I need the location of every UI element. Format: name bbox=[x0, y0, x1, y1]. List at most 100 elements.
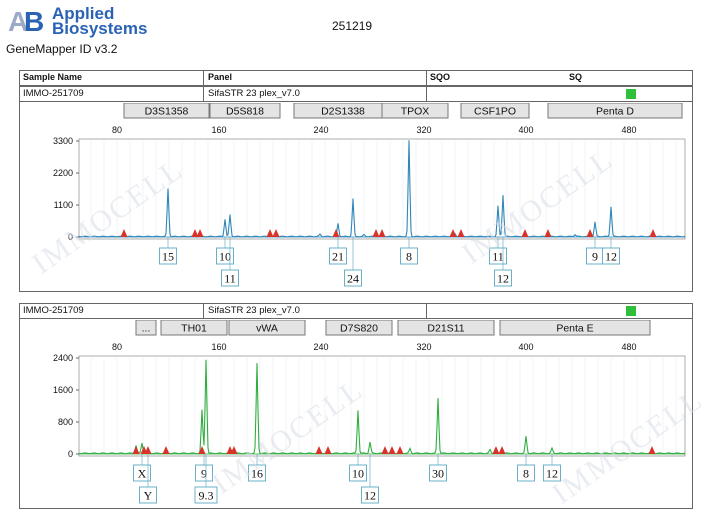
allele-call-text: 24 bbox=[347, 272, 359, 286]
y-tick-label: 2200 bbox=[53, 168, 73, 178]
allele-call-label[interactable]: 12 bbox=[361, 486, 379, 504]
sq-status-indicator bbox=[626, 89, 636, 99]
allele-call-text: 10 bbox=[352, 467, 364, 481]
size-standard-marker bbox=[449, 229, 457, 237]
sample-name[interactable]: IMMO-251709 bbox=[23, 88, 84, 99]
electropherogram-plot: D3S1358 D5S818 D2S1338 TPOX CSF1PO Penta D 8 0 1… bbox=[53, 103, 686, 287]
marker-bin-d5s818[interactable]: D5S818 bbox=[209, 103, 281, 119]
size-standard-marker bbox=[544, 229, 552, 237]
allele-call-label[interactable]: 21 bbox=[329, 247, 347, 265]
allele-call-label[interactable]: 10 bbox=[216, 247, 234, 265]
x-tick-label: 480 bbox=[621, 125, 636, 135]
ab-logo-icon: A B bbox=[6, 4, 48, 38]
allele-call-label[interactable]: 15 bbox=[159, 247, 177, 265]
size-standard-marker bbox=[498, 446, 506, 454]
size-standard-marker bbox=[648, 446, 656, 454]
marker-bin-pentad[interactable]: Penta D bbox=[547, 103, 683, 119]
marker-label: D21S11 bbox=[427, 323, 464, 335]
size-standard-marker bbox=[132, 446, 140, 454]
allele-call-text: 12 bbox=[605, 250, 617, 264]
marker-label: D7S820 bbox=[340, 323, 378, 335]
col-panel: Panel bbox=[208, 72, 233, 82]
marker-label: D3S1358 bbox=[145, 106, 189, 118]
allele-call-text: 11 bbox=[492, 250, 504, 264]
allele-call-label[interactable]: 24 bbox=[344, 269, 362, 287]
marker-label: TH01 bbox=[181, 323, 207, 335]
allele-call-label[interactable]: Y bbox=[139, 486, 157, 504]
allele-call-text: 8 bbox=[406, 250, 412, 264]
allele-call-text: 11 bbox=[224, 272, 236, 286]
x-tick-label: 80 bbox=[112, 342, 122, 352]
allele-call-label[interactable]: 12 bbox=[494, 269, 512, 287]
x-tick-label: 160 bbox=[211, 342, 226, 352]
allele-call-label[interactable]: 12 bbox=[602, 247, 620, 265]
svg-text:A: A bbox=[8, 6, 28, 37]
size-standard-marker bbox=[586, 229, 594, 237]
size-standard-marker bbox=[388, 446, 396, 454]
panel-name[interactable]: SifaSTR 23 plex_v7.0 bbox=[208, 305, 300, 316]
allele-call-text: 30 bbox=[432, 467, 444, 481]
allele-call-label[interactable]: 10 bbox=[349, 464, 367, 482]
allele-call-text: 12 bbox=[497, 272, 509, 286]
size-standard-marker bbox=[457, 229, 465, 237]
allele-call-label[interactable]: X bbox=[133, 464, 151, 482]
allele-call-label[interactable]: 11 bbox=[221, 269, 239, 287]
size-standard-marker bbox=[272, 229, 280, 237]
marker-bin-th01[interactable]: TH01 bbox=[160, 320, 228, 336]
marker-label: D5S818 bbox=[226, 106, 264, 118]
brand-name: Applied Biosystems bbox=[52, 4, 148, 38]
allele-call-text: X bbox=[138, 467, 147, 481]
size-standard-marker bbox=[492, 446, 500, 454]
allele-call-label[interactable]: 9.3 bbox=[194, 486, 218, 504]
x-tick-label: 240 bbox=[313, 342, 328, 352]
plot-frame bbox=[78, 138, 686, 240]
marker-label: vWA bbox=[256, 323, 278, 335]
sample-name[interactable]: IMMO-251709 bbox=[23, 305, 84, 316]
size-standard-marker bbox=[381, 446, 389, 454]
col-sqo: SQO bbox=[430, 72, 451, 82]
marker-bin-d7s820[interactable]: D7S820 bbox=[325, 320, 393, 336]
marker-label: ... bbox=[142, 323, 151, 335]
marker-bin-[interactable]: ... bbox=[135, 320, 157, 336]
marker-bin-d2s1338[interactable]: D2S1338 bbox=[293, 103, 393, 119]
size-standard-marker bbox=[196, 229, 204, 237]
y-tick-label: 0 bbox=[68, 449, 73, 459]
brand-logo: A B Applied Biosystems GeneMapper ID v3.… bbox=[6, 4, 166, 56]
allele-call-label[interactable]: 8 bbox=[517, 464, 535, 482]
y-tick-label: 0 bbox=[68, 232, 73, 242]
marker-bin-vwa[interactable]: vWA bbox=[228, 320, 306, 336]
size-standard-marker bbox=[332, 229, 340, 237]
marker-bin-d3s1358[interactable]: D3S1358 bbox=[123, 103, 210, 119]
x-tick-label: 320 bbox=[416, 125, 431, 135]
y-tick-label: 3300 bbox=[53, 136, 73, 146]
brand-line1: Applied bbox=[52, 4, 115, 23]
allele-call-label[interactable]: 9 bbox=[586, 247, 604, 265]
plot-frame bbox=[78, 355, 686, 457]
marker-bin-tpox[interactable]: TPOX bbox=[381, 103, 449, 119]
size-standard-marker bbox=[230, 446, 238, 454]
y-tick-label: 2400 bbox=[53, 353, 73, 363]
allele-call-label[interactable]: 16 bbox=[248, 464, 266, 482]
allele-call-label[interactable]: 30 bbox=[429, 464, 447, 482]
size-standard-marker bbox=[324, 446, 332, 454]
app-name: GeneMapper ID v3.2 bbox=[6, 42, 118, 56]
y-tick-label: 1100 bbox=[54, 200, 73, 210]
marker-label: Penta D bbox=[596, 106, 634, 118]
allele-call-text: 12 bbox=[364, 489, 376, 503]
marker-label: D2S1338 bbox=[321, 106, 365, 118]
marker-bin-d21s11[interactable]: D21S11 bbox=[397, 320, 495, 336]
allele-call-label[interactable]: 11 bbox=[489, 247, 507, 265]
marker-bin-csf1po[interactable]: CSF1PO bbox=[460, 103, 530, 119]
allele-call-label[interactable]: 12 bbox=[543, 464, 561, 482]
allele-call-text: 12 bbox=[546, 467, 558, 481]
marker-label: Penta E bbox=[556, 323, 593, 335]
allele-call-label[interactable]: 8 bbox=[400, 247, 418, 265]
signal-trace bbox=[78, 140, 686, 238]
allele-call-text: 9.3 bbox=[199, 489, 214, 503]
marker-bin-pentae[interactable]: Penta E bbox=[499, 320, 651, 336]
electropherogram-panel-green: IMMO-251709 SifaSTR 23 plex_v7.0 ... TH01… bbox=[19, 303, 693, 509]
brand-line2: Biosystems bbox=[52, 19, 148, 38]
col-sample-name: Sample Name bbox=[23, 72, 83, 82]
panel-name[interactable]: SifaSTR 23 plex_v7.0 bbox=[208, 88, 300, 99]
allele-call-label[interactable]: 9 bbox=[195, 464, 213, 482]
